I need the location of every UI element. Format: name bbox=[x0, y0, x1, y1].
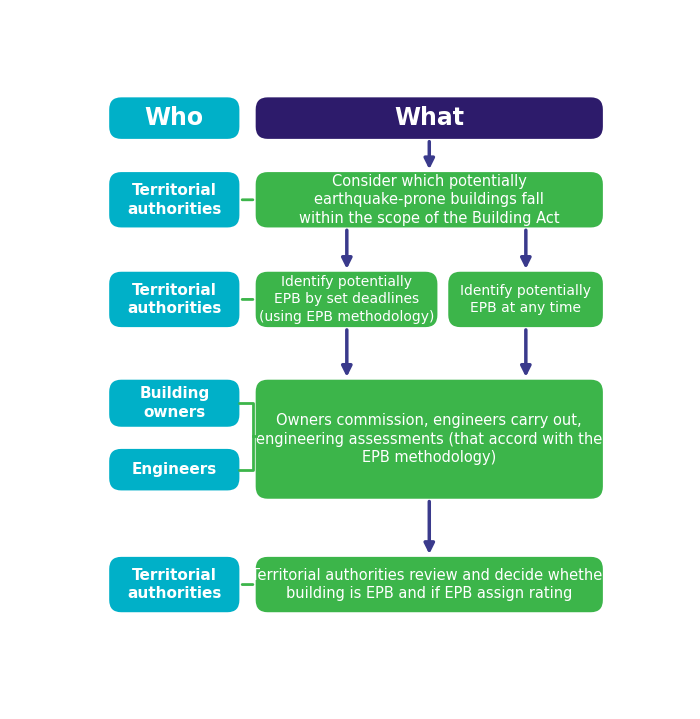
Text: Territorial
authorities: Territorial authorities bbox=[127, 283, 221, 316]
FancyBboxPatch shape bbox=[109, 449, 239, 490]
FancyBboxPatch shape bbox=[256, 557, 603, 613]
Text: Owners commission, engineers carry out,
engineering assessments (that accord wit: Owners commission, engineers carry out, … bbox=[256, 413, 603, 465]
Text: Territorial authorities review and decide whether
building is EPB and if EPB ass: Territorial authorities review and decid… bbox=[251, 568, 608, 601]
Text: What: What bbox=[394, 106, 464, 130]
FancyBboxPatch shape bbox=[109, 380, 239, 427]
FancyBboxPatch shape bbox=[256, 272, 438, 327]
Text: Territorial
authorities: Territorial authorities bbox=[127, 183, 221, 216]
FancyBboxPatch shape bbox=[109, 97, 239, 139]
FancyBboxPatch shape bbox=[256, 380, 603, 499]
FancyBboxPatch shape bbox=[109, 557, 239, 613]
FancyBboxPatch shape bbox=[256, 172, 603, 227]
Text: Who: Who bbox=[145, 106, 204, 130]
Text: Identify potentially
EPB at any time: Identify potentially EPB at any time bbox=[460, 284, 591, 315]
Text: Engineers: Engineers bbox=[132, 462, 217, 477]
Text: Consider which potentially
earthquake-prone buildings fall
within the scope of t: Consider which potentially earthquake-pr… bbox=[299, 174, 559, 226]
FancyBboxPatch shape bbox=[109, 272, 239, 327]
Text: Identify potentially
EPB by set deadlines
(using EPB methodology): Identify potentially EPB by set deadline… bbox=[259, 275, 434, 324]
FancyBboxPatch shape bbox=[448, 272, 603, 327]
FancyBboxPatch shape bbox=[109, 172, 239, 227]
FancyBboxPatch shape bbox=[256, 97, 603, 139]
Text: Building
owners: Building owners bbox=[139, 386, 209, 420]
Text: Territorial
authorities: Territorial authorities bbox=[127, 568, 221, 601]
